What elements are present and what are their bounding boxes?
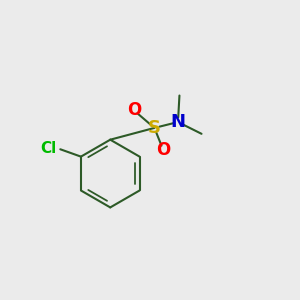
Text: S: S bbox=[148, 119, 161, 137]
Text: Cl: Cl bbox=[40, 141, 57, 156]
Text: O: O bbox=[127, 101, 141, 119]
Text: O: O bbox=[156, 141, 170, 159]
Text: N: N bbox=[170, 113, 185, 131]
